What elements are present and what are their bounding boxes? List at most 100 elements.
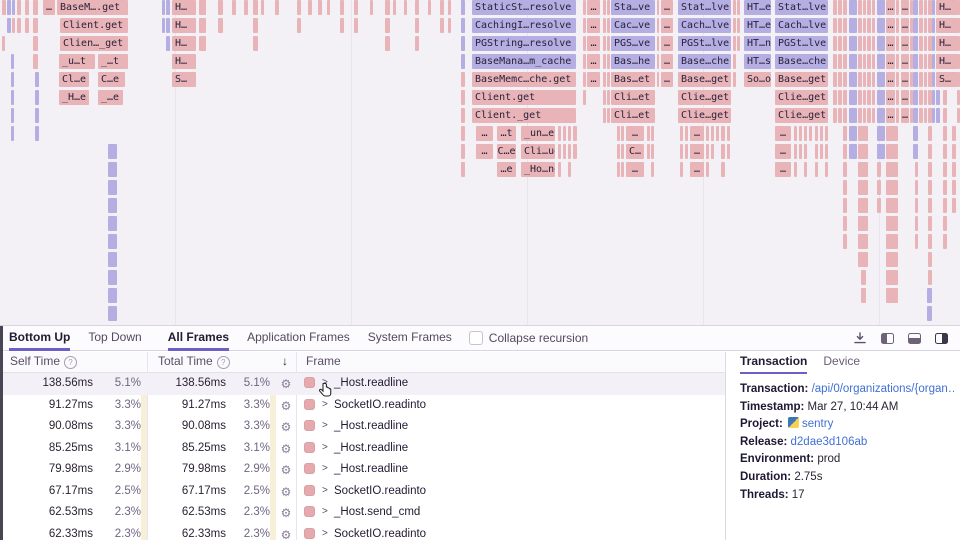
flame-strip[interactable] bbox=[924, 0, 927, 15]
flame-strip[interactable] bbox=[943, 234, 947, 249]
flame-strip[interactable] bbox=[849, 36, 857, 51]
flame-frame-block[interactable]: … bbox=[690, 126, 704, 141]
flame-strip[interactable] bbox=[162, 0, 165, 15]
flame-frame-block[interactable]: H… bbox=[936, 0, 958, 15]
flame-strip[interactable] bbox=[680, 162, 683, 177]
flame-strip[interactable] bbox=[815, 126, 818, 141]
flame-strip[interactable] bbox=[2, 0, 6, 15]
flame-strip[interactable] bbox=[858, 72, 862, 87]
flame-strip[interactable] bbox=[872, 54, 875, 69]
flame-strip[interactable] bbox=[261, 0, 264, 15]
flame-strip[interactable] bbox=[573, 126, 577, 141]
flame-strip[interactable] bbox=[327, 0, 330, 15]
flame-strip[interactable] bbox=[461, 108, 465, 123]
flame-strip[interactable] bbox=[680, 144, 683, 159]
flame-strip[interactable] bbox=[838, 36, 842, 51]
detail-value-link[interactable]: sentry bbox=[802, 418, 833, 430]
flame-frame-block[interactable]: H… bbox=[172, 0, 196, 15]
flame-frame-block[interactable]: … bbox=[886, 90, 895, 105]
flame-frame-block[interactable]: Stat…lve bbox=[678, 0, 731, 15]
flame-strip[interactable] bbox=[716, 126, 719, 141]
flame-frame-block[interactable]: … bbox=[775, 144, 791, 159]
flame-strip[interactable] bbox=[370, 0, 373, 15]
flame-strip[interactable] bbox=[867, 108, 871, 123]
flame-strip[interactable] bbox=[820, 144, 823, 159]
flame-strip[interactable] bbox=[706, 162, 709, 177]
flame-strip[interactable] bbox=[583, 0, 586, 15]
flame-strip[interactable] bbox=[936, 108, 940, 123]
flame-strip[interactable] bbox=[603, 36, 606, 51]
flame-strip[interactable] bbox=[583, 90, 586, 105]
flame-frame-block[interactable]: PGSt…lve bbox=[775, 36, 828, 51]
flame-strip[interactable] bbox=[843, 18, 847, 33]
flame-strip[interactable] bbox=[932, 54, 935, 69]
flame-strip[interactable] bbox=[915, 198, 918, 213]
flame-strip[interactable] bbox=[568, 126, 571, 141]
flame-strip[interactable] bbox=[35, 108, 39, 123]
flame-strip[interactable] bbox=[913, 108, 918, 123]
flame-strip[interactable] bbox=[11, 54, 14, 69]
flame-strip[interactable] bbox=[607, 36, 610, 51]
flame-frame-block[interactable]: HT…e bbox=[744, 18, 771, 33]
flame-strip[interactable] bbox=[849, 18, 857, 33]
flame-strip[interactable] bbox=[858, 180, 868, 195]
flame-frame-block[interactable]: Base…get bbox=[678, 72, 731, 87]
flame-strip[interactable] bbox=[843, 180, 847, 195]
flame-strip[interactable] bbox=[872, 18, 875, 33]
flame-strip[interactable] bbox=[858, 198, 868, 213]
flame-strip[interactable] bbox=[872, 72, 875, 87]
flame-strip[interactable] bbox=[952, 126, 956, 141]
flame-strip[interactable] bbox=[833, 0, 837, 15]
flame-frame-block[interactable]: … bbox=[901, 0, 909, 15]
flame-strip[interactable] bbox=[573, 144, 577, 159]
flame-strip[interactable] bbox=[838, 90, 842, 105]
flame-strip[interactable] bbox=[833, 90, 837, 105]
expand-chevron-icon[interactable]: > bbox=[322, 528, 328, 539]
flame-strip[interactable] bbox=[952, 180, 956, 195]
flame-strip[interactable] bbox=[849, 126, 857, 141]
flame-strip[interactable] bbox=[308, 0, 312, 15]
flame-strip[interactable] bbox=[919, 108, 923, 123]
flame-strip[interactable] bbox=[162, 18, 165, 33]
detail-value-link[interactable]: /api/0/organizations/{organ… bbox=[812, 383, 954, 395]
frame-name[interactable]: _Host.readline bbox=[334, 420, 408, 432]
flame-strip[interactable] bbox=[872, 0, 875, 15]
flame-strip[interactable] bbox=[804, 162, 807, 177]
flame-frame-block[interactable]: … bbox=[775, 162, 791, 177]
flame-frame-block[interactable]: … bbox=[587, 36, 600, 51]
column-header-self-time[interactable]: Self Time? bbox=[10, 354, 77, 369]
frame-settings-gear-icon[interactable]: ⚙ bbox=[278, 506, 294, 520]
flame-frame-block[interactable]: _un…et bbox=[521, 126, 555, 141]
flame-strip[interactable] bbox=[799, 126, 802, 141]
flame-frame-block[interactable]: … bbox=[43, 0, 55, 15]
flame-strip[interactable] bbox=[867, 90, 871, 105]
flame-strip[interactable] bbox=[108, 252, 117, 267]
flame-frame-block[interactable]: … bbox=[886, 18, 895, 33]
flame-strip[interactable] bbox=[867, 36, 871, 51]
flame-frame-block[interactable]: H… bbox=[172, 18, 196, 33]
flame-strip[interactable] bbox=[886, 144, 898, 159]
flame-strip[interactable] bbox=[617, 162, 620, 177]
flame-strip[interactable] bbox=[924, 36, 927, 51]
flame-frame-block[interactable]: … bbox=[476, 144, 493, 159]
flame-strip[interactable] bbox=[799, 144, 802, 159]
flame-strip[interactable] bbox=[794, 162, 797, 177]
flame-strip[interactable] bbox=[440, 18, 444, 33]
flame-strip[interactable] bbox=[924, 90, 927, 105]
flame-frame-block[interactable]: Base…che bbox=[775, 54, 828, 69]
flame-strip[interactable] bbox=[928, 234, 932, 249]
flame-strip[interactable] bbox=[617, 126, 620, 141]
download-icon[interactable] bbox=[853, 331, 867, 345]
flame-strip[interactable] bbox=[872, 90, 875, 105]
flame-strip[interactable] bbox=[711, 144, 714, 159]
frame-name[interactable]: _Host.readline bbox=[334, 377, 408, 389]
flame-strip[interactable] bbox=[461, 54, 465, 69]
flame-strip[interactable] bbox=[621, 162, 624, 177]
flame-strip[interactable] bbox=[2, 36, 5, 51]
flame-strip[interactable] bbox=[877, 36, 885, 51]
flame-strip[interactable] bbox=[896, 54, 899, 69]
flame-strip[interactable] bbox=[924, 18, 927, 33]
flame-strip[interactable] bbox=[886, 198, 898, 213]
